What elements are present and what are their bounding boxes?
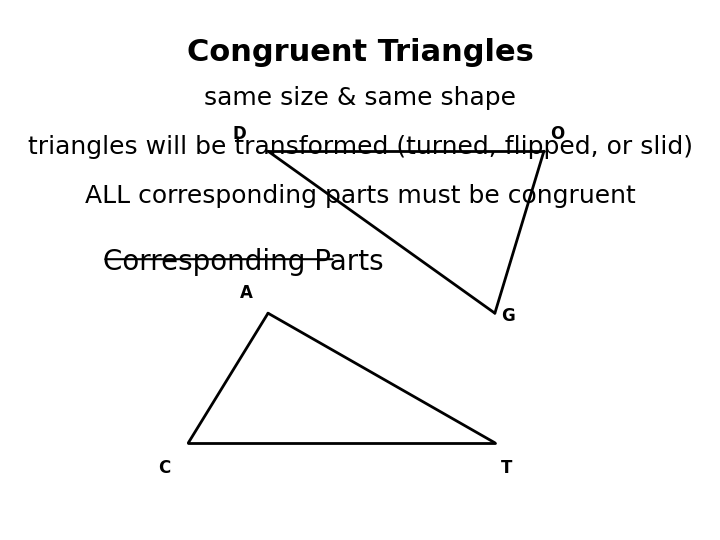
Text: T: T (501, 459, 513, 477)
Text: D: D (233, 125, 246, 143)
Text: Corresponding Parts: Corresponding Parts (102, 248, 383, 276)
Text: same size & same shape: same size & same shape (204, 86, 516, 110)
Text: A: A (240, 285, 253, 302)
Text: Congruent Triangles: Congruent Triangles (186, 38, 534, 67)
Text: O: O (550, 125, 564, 143)
Text: triangles will be transformed (turned, flipped, or slid): triangles will be transformed (turned, f… (27, 135, 693, 159)
Text: ALL corresponding parts must be congruent: ALL corresponding parts must be congruen… (85, 184, 635, 207)
Text: C: C (158, 459, 170, 477)
Text: G: G (501, 307, 515, 325)
